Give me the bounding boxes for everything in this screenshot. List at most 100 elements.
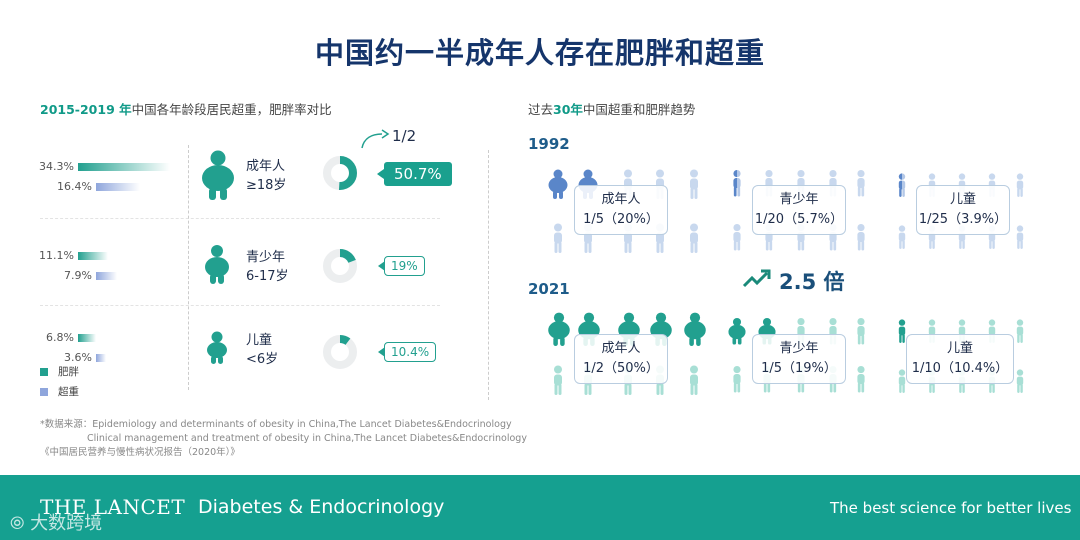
watermark-text: 大数跨境 [30, 513, 103, 534]
group-label-teen: 青少年 6-17岁 [246, 248, 289, 286]
person-icon [690, 169, 698, 199]
box-value: 1/25（3.9%） [918, 212, 1008, 227]
left-subtitle-text: 中国各年龄段居民超重，肥胖率对比 [131, 102, 332, 117]
person-icon [690, 223, 698, 253]
row-divider [40, 218, 440, 219]
legend-obese: 肥胖 [58, 366, 79, 378]
source-line: Clinical management and treatment of obe… [87, 433, 527, 444]
bar-obese [78, 163, 170, 171]
right-subtitle-post: 中国超重和肥胖趋势 [582, 102, 696, 117]
donut-child [323, 335, 357, 369]
person-icon-highlight [548, 312, 570, 346]
donut-arc [323, 335, 357, 369]
row-divider [40, 305, 440, 306]
callout-teen: 19% [378, 256, 425, 276]
box-value: 1/5（20%） [583, 212, 659, 227]
callout-child: 10.4% [377, 342, 437, 362]
column-divider [188, 145, 189, 390]
footer-band: THE LANCET Diabetes & Endocrinology The … [0, 475, 1080, 540]
group-name: 成年人 [246, 159, 286, 174]
box-1992-teen: 青少年 1/20（5.7%） [752, 185, 846, 235]
person-icon-highlight [684, 312, 706, 346]
left-subtitle: 2015-2019 年中国各年龄段居民超重，肥胖率对比 [40, 99, 332, 118]
bar-value-label: 7.9% [64, 269, 92, 282]
box-2021-teen: 青少年 1/5（19%） [752, 334, 846, 384]
person-icon [857, 317, 865, 345]
donut-adult [323, 156, 357, 190]
bar-value-label: 16.4% [57, 180, 92, 193]
right-subtitle-hl: 30年 [553, 102, 583, 117]
teen-person-icon [205, 245, 229, 284]
callout-adult: 50.7% [377, 162, 452, 186]
person-icon-highlight [728, 317, 746, 345]
trend-up-icon [742, 269, 771, 288]
bar-value-label: 11.1% [39, 249, 74, 262]
person-icon [1016, 369, 1024, 393]
box-label: 儿童 [949, 192, 976, 207]
watermark: ⦾ 大数跨境 [10, 509, 102, 535]
box-label: 青少年 [779, 192, 819, 207]
box-label: 成年人 [601, 192, 641, 207]
donut-arc [323, 249, 357, 283]
group-age: <6岁 [246, 352, 279, 367]
person-icon-highlight [898, 173, 910, 197]
year-1992: 1992 [528, 135, 570, 153]
bar-overweight [96, 354, 106, 362]
donut-arc [323, 156, 357, 190]
box-label: 儿童 [946, 341, 973, 356]
right-subtitle-pre: 过去 [528, 102, 554, 117]
person-icon [554, 365, 562, 395]
section-divider [488, 150, 489, 400]
tagline: The best science for better lives [830, 499, 1072, 517]
box-label: 成年人 [601, 341, 641, 356]
box-value: 1/10（10.4%） [911, 361, 1009, 376]
person-icon-highlight [548, 169, 568, 199]
person-icon [1016, 173, 1024, 197]
adult-person-icon [202, 150, 234, 200]
lancet-logo: THE LANCET [40, 495, 186, 519]
source-line: *数据来源：Epidemiology and determinants of o… [40, 419, 512, 430]
source-line: 《中国居民营养与慢性病状况报告（2020年）》 [40, 447, 240, 458]
person-icon [898, 225, 906, 249]
bar-value-label: 34.3% [39, 160, 74, 173]
box-2021-adult: 成年人 1/2（50%） [574, 334, 668, 384]
box-value: 1/5（19%） [761, 361, 837, 376]
person-icon [857, 365, 865, 393]
bar-obese [78, 334, 97, 342]
person-icon [857, 223, 865, 251]
journal-name: Diabetes & Endocrinology [198, 496, 445, 518]
group-name: 青少年 [246, 250, 286, 265]
bar-overweight [96, 272, 118, 280]
box-value: 1/2（50%） [583, 361, 659, 376]
group-label-adult: 成年人 ≥18岁 [246, 157, 286, 195]
person-icon [1016, 319, 1024, 343]
person-icon [690, 365, 698, 395]
person-icon [857, 169, 865, 197]
box-label: 青少年 [779, 341, 819, 356]
child-person-icon [207, 331, 227, 364]
group-label-child: 儿童 <6岁 [246, 331, 278, 369]
bar-value-label: 3.6% [64, 351, 92, 364]
year-2021: 2021 [528, 280, 570, 298]
right-subtitle: 过去30年中国超重和肥胖趋势 [528, 99, 695, 118]
donut-teen [323, 249, 357, 283]
sources: *数据来源：Epidemiology and determinants of o… [40, 418, 527, 460]
person-icon-highlight [898, 319, 906, 343]
legend-over: 超重 [58, 386, 79, 398]
box-1992-child: 儿童 1/25（3.9%） [916, 185, 1010, 235]
bar-obese [78, 252, 108, 260]
group-name: 儿童 [246, 333, 273, 348]
group-age: 6-17岁 [246, 269, 289, 284]
box-value: 1/20（5.7%） [754, 212, 844, 227]
legend-swatch-over [40, 388, 48, 396]
person-icon [898, 369, 906, 393]
bar-value-label: 6.8% [46, 331, 74, 344]
group-age: ≥18岁 [246, 178, 287, 193]
page-title: 中国约一半成年人存在肥胖和超重 [314, 36, 765, 70]
person-icon [733, 223, 741, 251]
person-icon [554, 223, 562, 253]
person-icon-highlight [733, 169, 746, 197]
growth-label: 2.5 倍 [779, 270, 845, 294]
person-icon [733, 365, 741, 393]
watermark-logo-icon: ⦾ [10, 513, 25, 534]
